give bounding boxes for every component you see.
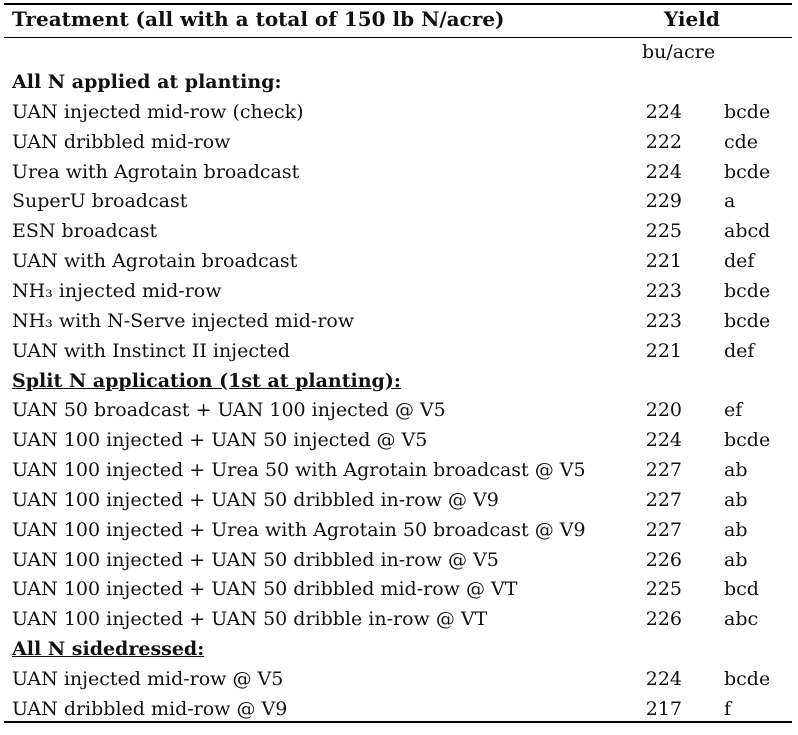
table-row: UAN injected mid-row (check) 224 bcde (4, 97, 792, 127)
table-row: UAN 100 injected + UAN 50 dribble in-row… (4, 604, 792, 634)
yield-value: 220 (645, 399, 682, 422)
table-row: ESN broadcast 225 abcd (4, 216, 792, 246)
yield-value: 226 (645, 548, 682, 571)
significance-group: ab (724, 548, 748, 571)
table-row: NH₃ injected mid-row 223 bcde (4, 276, 792, 306)
significance-group: f (724, 697, 732, 720)
treatment-name: UAN 50 broadcast + UAN 100 injected @ V5 (12, 399, 446, 422)
yield-value: 227 (645, 488, 682, 511)
section-heading: Split N application (1st at planting): (4, 366, 792, 396)
yield-value: 229 (645, 190, 682, 213)
table-row: UAN 100 injected + UAN 50 dribbled in-ro… (4, 545, 792, 575)
treatment-name: UAN dribbled mid-row @ V9 (12, 697, 288, 720)
top-rule (4, 3, 792, 5)
significance-group: bcde (724, 279, 771, 302)
treatment-name: NH₃ with N-Serve injected mid-row (12, 309, 355, 332)
significance-group: def (724, 339, 755, 362)
table-row: UAN 100 injected + UAN 50 dribbled in-ro… (4, 485, 792, 515)
treatment-name: UAN 100 injected + UAN 50 dribbled in-ro… (12, 548, 499, 571)
significance-group: bcde (724, 668, 771, 690)
table-row: UAN 50 broadcast + UAN 100 injected @ V5… (4, 395, 792, 425)
significance-group: bcd (724, 578, 759, 601)
table-row: UAN with Instinct II injected 221 def (4, 336, 792, 366)
treatment-name: UAN with Instinct II injected (12, 339, 291, 362)
treatment-name: UAN 100 injected + UAN 50 injected @ V5 (12, 429, 428, 452)
yield-value: 226 (645, 608, 682, 631)
treatment-name: SuperU broadcast (12, 190, 188, 213)
significance-group: bcde (724, 309, 771, 332)
treatment-name: UAN 100 injected + Urea 50 with Agrotain… (12, 459, 586, 482)
significance-group: bcde (724, 160, 771, 183)
section-title: Split N application (1st at planting): (12, 369, 401, 392)
yield-value: 227 (645, 459, 682, 482)
treatment-column-header: Treatment (all with a total of 150 lb N/… (12, 7, 505, 31)
significance-group: ef (724, 399, 743, 422)
yield-value: 224 (645, 100, 682, 123)
treatment-name: UAN with Agrotain broadcast (12, 250, 298, 273)
significance-group: bcde (724, 429, 771, 452)
significance-group: abcd (724, 220, 771, 243)
treatment-name: UAN 100 injected + UAN 50 dribble in-row… (12, 608, 488, 631)
yield-value: 221 (645, 250, 682, 273)
significance-group: def (724, 250, 755, 273)
table-row: UAN 100 injected + UAN 50 dribbled mid-r… (4, 574, 792, 604)
yield-value: 222 (645, 130, 682, 153)
yield-column-header: Yield (664, 7, 720, 31)
treatment-name: UAN 100 injected + Urea with Agrotain 50… (12, 518, 586, 541)
table-row: UAN dribbled mid-row @ V9 217 f (4, 694, 792, 724)
yield-value: 217 (645, 697, 682, 720)
treatment-name: UAN 100 injected + UAN 50 dribbled in-ro… (12, 488, 499, 511)
yield-value: 224 (645, 668, 682, 690)
yield-value: 224 (645, 160, 682, 183)
treatment-name: Urea with Agrotain broadcast (12, 160, 300, 183)
treatment-name: NH₃ injected mid-row (12, 279, 222, 302)
table-row: UAN 100 injected + Urea 50 with Agrotain… (4, 455, 792, 485)
significance-group: abc (724, 608, 759, 631)
section-heading: All N applied at planting: (4, 67, 792, 97)
header-rule (4, 37, 792, 38)
section-title: All N sidedressed: (12, 638, 205, 661)
treatment-name: UAN injected mid-row @ V5 (12, 668, 284, 690)
table-row: UAN with Agrotain broadcast 221 def (4, 246, 792, 276)
yield-value: 227 (645, 518, 682, 541)
section-heading: All N sidedressed: (4, 634, 792, 664)
treatment-name: UAN 100 injected + UAN 50 dribbled mid-r… (12, 578, 518, 601)
section-title: All N applied at planting: (12, 71, 282, 93)
table-row: NH₃ with N-Serve injected mid-row 223 bcde (4, 306, 792, 336)
significance-group: ab (724, 488, 748, 511)
significance-group: ab (724, 518, 748, 541)
table-row: UAN dribbled mid-row 222 cde (4, 127, 792, 157)
table-row: UAN 100 injected + Urea with Agrotain 50… (4, 515, 792, 545)
table-row: UAN injected mid-row @ V5 224 bcde (4, 664, 792, 694)
yield-value: 224 (645, 429, 682, 452)
yield-value: 225 (645, 220, 682, 243)
significance-group: a (724, 190, 736, 213)
treatment-name: UAN injected mid-row (check) (12, 100, 304, 123)
table-row: Urea with Agrotain broadcast 224 bcde (4, 157, 792, 187)
treatment-name: UAN dribbled mid-row (12, 130, 231, 153)
yield-unit-label: bu/acre (642, 41, 716, 63)
table-row: UAN 100 injected + UAN 50 injected @ V5 2… (4, 425, 792, 455)
treatment-name: ESN broadcast (12, 220, 158, 243)
yield-value: 223 (645, 279, 682, 302)
significance-group: ab (724, 459, 748, 482)
yield-value: 221 (645, 339, 682, 362)
bottom-rule (4, 721, 792, 723)
table-row: SuperU broadcast 229 a (4, 186, 792, 216)
yield-value: 223 (645, 309, 682, 332)
significance-group: cde (724, 130, 759, 153)
yield-value: 225 (645, 578, 682, 601)
significance-group: bcde (724, 100, 771, 123)
